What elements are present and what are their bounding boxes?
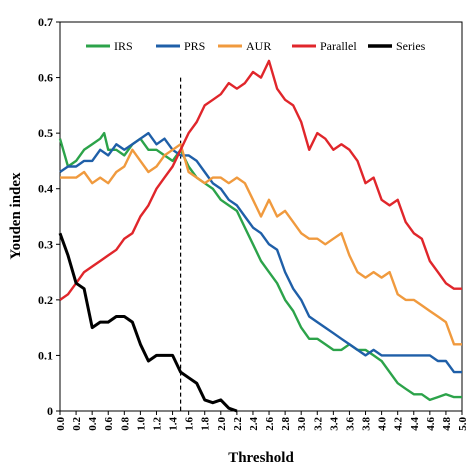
series-lines [58,59,462,413]
y-tick-label: 0.6 [38,71,53,85]
legend-label-prs: PRS [184,39,205,53]
x-tick-label: 2.8 [280,417,292,431]
x-tick-label: 3.0 [296,417,308,431]
x-tick-label: 3.2 [312,417,324,431]
x-tick-label: 4.6 [425,417,437,431]
x-tick-label: 3.4 [328,417,340,431]
y-tick-label: 0.1 [38,348,53,362]
legend-label-parallel: Parallel [320,39,357,53]
legend: IRS PRS AUR Parallel Series [86,39,426,53]
x-tick-label: 0.0 [55,417,67,431]
y-tick-label: 0.5 [38,126,53,140]
y-tick-label: 0 [47,404,53,418]
series-line-series [58,232,238,413]
x-tick-label: 0.8 [119,417,131,431]
x-tick-label: 0.4 [87,417,99,431]
series-line-parallel [59,59,462,301]
x-tick-label: 2.2 [232,417,244,431]
y-tick-label: 0.3 [38,237,53,251]
axes-ticks: 0 0.1 0.2 0.3 0.4 0.5 0.6 0.7 0.0 0.2 0.4 0.6 0.8 1.0… [38,15,469,431]
x-tick-label: 4.2 [393,417,405,431]
series-line-aur [60,143,462,346]
plot-frame [59,21,463,412]
x-tick-label: 1.4 [168,417,180,431]
x-tick-label: 3.6 [344,417,356,431]
y-tick-label: 0.2 [38,293,53,307]
x-tick-label: 1.0 [135,417,147,431]
x-tick-label: 0.6 [103,417,115,431]
y-axis-label: Youden index [8,172,24,260]
series-line-irs [58,131,462,402]
x-tick-label: 4.4 [409,417,421,431]
x-axis-label: Threshold [228,450,294,466]
x-tick-label: 4.8 [441,417,453,431]
legend-label-irs: IRS [114,39,133,53]
legend-label-series: Series [396,39,426,53]
x-tick-label: 1.8 [200,417,212,431]
y-tick-label: 0.7 [38,15,53,29]
x-tick-label: 1.6 [184,417,196,431]
legend-label-aur: AUR [246,39,271,53]
series-line-prs [59,131,462,374]
x-tick-label: 2.0 [216,417,228,431]
x-tick-label: 1.2 [151,417,163,431]
x-tick-label: 4.0 [377,417,389,431]
x-tick-label: 2.6 [264,417,276,431]
x-tick-label: 2.4 [248,417,260,431]
x-tick-label: 5.0 [457,417,469,431]
y-tick-label: 0.4 [38,182,53,196]
x-tick-label: 0.2 [71,417,83,431]
x-tick-label: 3.8 [361,417,373,431]
